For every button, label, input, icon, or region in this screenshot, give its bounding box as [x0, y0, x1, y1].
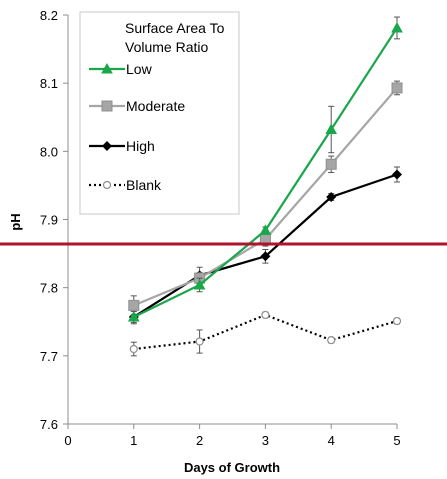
x-tick-label: 0: [64, 433, 71, 448]
blank-point: [262, 311, 269, 318]
blank-line: [134, 315, 397, 349]
legend-swatch-marker: [102, 101, 112, 111]
legend-label: Low: [126, 61, 153, 77]
blank-point: [130, 346, 137, 353]
y-tick-label: 8.0: [40, 144, 58, 159]
blank-point: [196, 338, 203, 345]
moderate-point: [129, 300, 139, 310]
x-tick-label: 5: [393, 433, 400, 448]
x-tick-label: 3: [262, 433, 269, 448]
y-tick-label: 7.9: [40, 213, 58, 228]
legend-title-line-2: Volume Ratio: [125, 39, 208, 55]
y-tick-label: 7.7: [40, 349, 58, 364]
x-tick-label: 2: [196, 433, 203, 448]
x-tick-label: 1: [130, 433, 137, 448]
blank-point: [328, 337, 335, 344]
legend-label: High: [126, 138, 155, 154]
legend-swatch-marker: [104, 182, 111, 189]
legend: Surface Area To Volume Ratio Low Moderate…: [80, 12, 239, 214]
moderate-point: [392, 83, 402, 93]
high-point: [392, 170, 402, 180]
y-tick-label: 7.8: [40, 281, 58, 296]
moderate-point: [326, 159, 336, 169]
legend-title-line-1: Surface Area To: [125, 20, 225, 36]
low-point: [392, 23, 402, 32]
legend-label: Blank: [126, 177, 162, 193]
x-tick-label: 4: [328, 433, 335, 448]
y-axis-title: pH: [8, 213, 23, 230]
x-axis-title: Days of Growth: [184, 460, 280, 475]
y-tick-label: 8.1: [40, 76, 58, 91]
legend-label: Moderate: [126, 98, 185, 114]
y-tick-label: 7.6: [40, 417, 58, 432]
blank-point: [394, 318, 401, 325]
y-tick-label: 8.2: [40, 8, 58, 23]
series-blank: [130, 311, 400, 355]
